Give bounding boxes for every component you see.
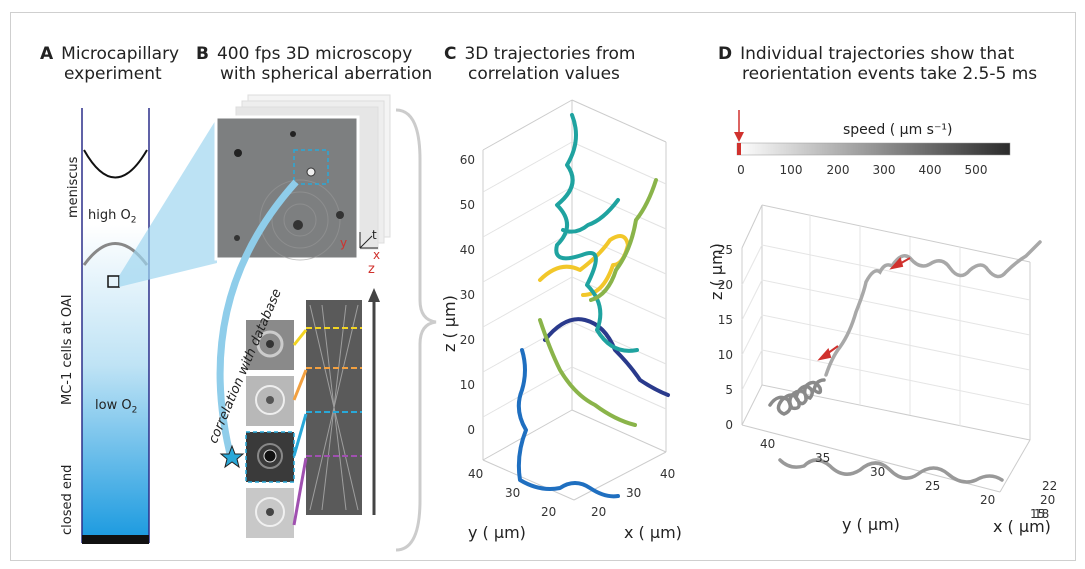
svg-text:0: 0 bbox=[467, 423, 475, 437]
panel-c-title: C 3D trajectories from correlation values bbox=[444, 44, 636, 84]
trajectory-yellow bbox=[538, 234, 630, 297]
axis-y-label: y bbox=[340, 236, 348, 250]
svg-text:40: 40 bbox=[460, 243, 475, 257]
svg-text:20: 20 bbox=[541, 505, 556, 519]
svg-text:35: 35 bbox=[815, 451, 830, 465]
svg-text:30: 30 bbox=[870, 465, 885, 479]
svg-text:0: 0 bbox=[725, 418, 733, 432]
svg-text:20: 20 bbox=[460, 333, 475, 347]
star-icon bbox=[219, 444, 245, 469]
speed-colorbar bbox=[736, 142, 1011, 156]
c-zlabel: z ( µm) bbox=[440, 295, 459, 352]
axis-t-label: t bbox=[372, 228, 377, 242]
svg-text:20: 20 bbox=[718, 278, 733, 292]
trajectory-blue bbox=[516, 348, 620, 499]
svg-text:300: 300 bbox=[873, 163, 896, 177]
figure-frame bbox=[10, 12, 1076, 561]
svg-text:20: 20 bbox=[1040, 493, 1055, 507]
svg-text:40: 40 bbox=[660, 467, 675, 481]
svg-text:15: 15 bbox=[718, 313, 733, 327]
svg-text:20: 20 bbox=[980, 493, 995, 507]
low-o2-label: low O2 bbox=[95, 398, 138, 416]
svg-text:100: 100 bbox=[780, 163, 803, 177]
trajectory-green bbox=[538, 318, 637, 427]
svg-text:20: 20 bbox=[591, 505, 606, 519]
svg-text:30: 30 bbox=[626, 486, 641, 500]
svg-text:30: 30 bbox=[505, 486, 520, 500]
panel-d-title: D Individual trajectories show that reori… bbox=[718, 44, 1038, 84]
svg-text:22: 22 bbox=[1042, 479, 1057, 493]
svg-text:40: 40 bbox=[760, 437, 775, 451]
svg-text:0: 0 bbox=[737, 163, 745, 177]
high-o2-label: high O2 bbox=[88, 208, 137, 226]
svg-text:15: 15 bbox=[1030, 507, 1045, 521]
d-xlabel: x ( µm) bbox=[993, 517, 1051, 536]
svg-text:5: 5 bbox=[725, 383, 733, 397]
trajectory-teal bbox=[554, 113, 639, 353]
svg-text:60: 60 bbox=[460, 153, 475, 167]
d-ylabel: y ( µm) bbox=[842, 515, 900, 534]
trajectory-navy bbox=[543, 317, 670, 397]
svg-text:30: 30 bbox=[460, 288, 475, 302]
svg-text:10: 10 bbox=[718, 348, 733, 362]
svg-text:400: 400 bbox=[919, 163, 942, 177]
svg-text:18: 18 bbox=[1034, 507, 1049, 521]
d-zlabel: z ( µm) bbox=[707, 243, 726, 300]
colorbar-title: speed ( µm s⁻¹) bbox=[843, 122, 952, 138]
panel-a-title: A Microcapillary experiment bbox=[40, 44, 180, 84]
trajectory-spiral-lower bbox=[768, 378, 826, 416]
svg-text:25: 25 bbox=[925, 479, 940, 493]
axis-x-label: x bbox=[373, 248, 381, 262]
axis-z-label: z bbox=[368, 262, 375, 277]
svg-text:500: 500 bbox=[965, 163, 988, 177]
c-ylabel: y ( µm) bbox=[468, 523, 526, 542]
svg-text:10: 10 bbox=[460, 378, 475, 392]
trajectory-upper bbox=[824, 240, 1042, 377]
panel-b-title: B 400 fps 3D microscopy with spherical ab… bbox=[196, 44, 433, 84]
svg-text:200: 200 bbox=[827, 163, 850, 177]
trajectory-shadow bbox=[778, 458, 1004, 484]
svg-text:25: 25 bbox=[718, 243, 733, 257]
svg-text:40: 40 bbox=[468, 467, 483, 481]
svg-text:50: 50 bbox=[460, 198, 475, 212]
c-xlabel: x ( µm) bbox=[624, 523, 682, 542]
